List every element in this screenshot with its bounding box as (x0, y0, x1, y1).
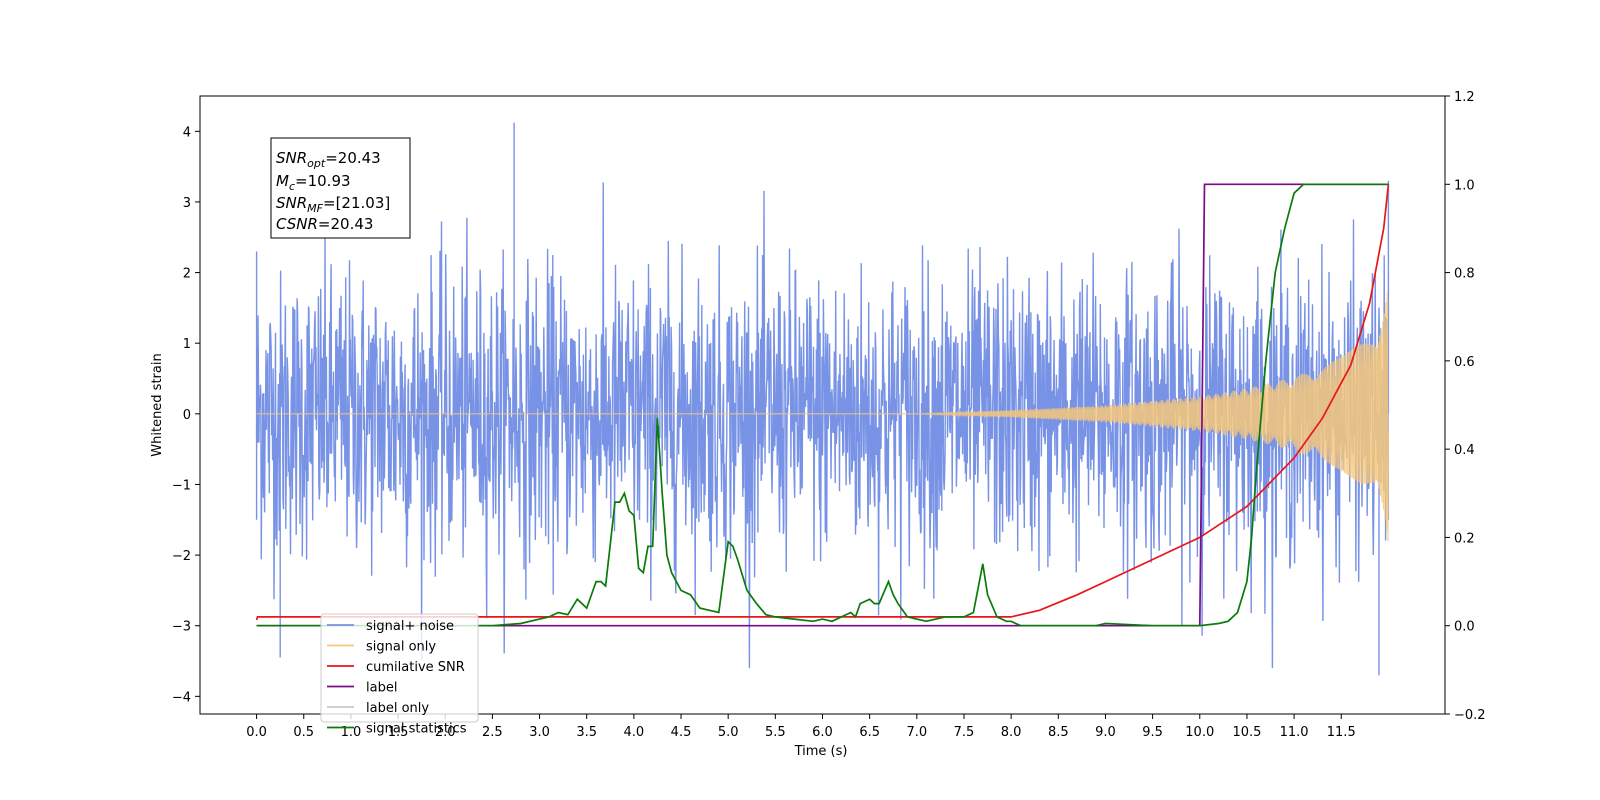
y-tick-label-right: 0.6 (1454, 355, 1475, 370)
y-tick-label-right: 0.8 (1454, 267, 1475, 282)
x-tick-label: 6.5 (859, 725, 880, 740)
x-tick-label: 11.0 (1280, 725, 1309, 740)
y-tick-label-right: 0.2 (1454, 531, 1475, 546)
x-tick-label: 1.5 (388, 725, 409, 740)
y-tick-label-left: 2 (183, 267, 191, 282)
x-tick-label: 7.5 (954, 725, 975, 740)
legend-label: label only (366, 701, 429, 716)
legend-label: signal only (366, 640, 436, 655)
svg-text:SNRMF=[21.03]: SNRMF=[21.03] (276, 194, 390, 215)
series-signal-statistics (256, 183, 1389, 627)
x-tick-label: 4.5 (671, 725, 692, 740)
series-layer (255, 122, 1390, 676)
y-axis-label-left: Whitened strain (150, 353, 165, 456)
series-cumilative-snr (255, 184, 1390, 621)
x-tick-label: 10.0 (1185, 725, 1214, 740)
y-tick-label-left: −2 (172, 549, 191, 564)
series-label (256, 183, 1389, 627)
series-signal-noise-extremes (255, 122, 1390, 676)
x-tick-label: 2.0 (435, 725, 456, 740)
x-tick-label: 8.0 (1001, 725, 1022, 740)
y-tick-label-right: 1.0 (1454, 178, 1475, 193)
x-tick-label: 6.0 (812, 725, 833, 740)
x-tick-label: 9.0 (1095, 725, 1116, 740)
x-tick-label: 2.5 (482, 725, 503, 740)
x-tick-label: 10.5 (1232, 725, 1261, 740)
x-tick-label: 0.0 (246, 725, 267, 740)
y-axis-right: 1.2 1.0 0.8 0.6 0.4 0.2 0.0 −0.2 (1445, 90, 1486, 723)
y-tick-label-left: −4 (172, 690, 191, 705)
annotation-box: SNRopt=20.43 Mc=10.93 SNRMF=[21.03] CSNR… (270, 137, 411, 239)
series-signal-noise (255, 182, 1390, 669)
x-tick-label: 9.5 (1142, 725, 1163, 740)
y-axis-left: 4 3 2 1 0 −1 −2 −3 −4 (172, 125, 200, 705)
x-tick-label: 5.5 (765, 725, 786, 740)
y-tick-label-left: 3 (183, 196, 191, 211)
y-tick-label-right: 1.2 (1454, 90, 1475, 105)
x-axis: 0.0 0.5 1.0 1.5 2.0 2.5 3.0 3.5 4.0 4.5 5.0 5.5 6.0 6… (246, 714, 1356, 740)
x-tick-label: 7.0 (906, 725, 927, 740)
x-tick-label: 3.0 (529, 725, 550, 740)
x-tick-label: 4.0 (624, 725, 645, 740)
legend-label: label (366, 681, 397, 696)
svg-text:CSNR=20.43: CSNR=20.43 (276, 215, 373, 233)
legend: signal+ noise signal only cumilative SNR la… (320, 613, 479, 737)
y-tick-label-right: −0.2 (1454, 708, 1486, 723)
svg-text:Mc=10.93: Mc=10.93 (276, 172, 351, 193)
svg-text:SNRopt=20.43: SNRopt=20.43 (276, 149, 381, 170)
x-tick-label: 11.5 (1327, 725, 1356, 740)
legend-label: cumilative SNR (366, 660, 465, 675)
series-signal-only (256, 291, 1389, 541)
y-tick-label-left: 4 (183, 125, 191, 140)
y-tick-label-left: −1 (172, 478, 191, 493)
x-tick-label: 5.0 (718, 725, 739, 740)
y-tick-label-left: 0 (183, 408, 191, 423)
y-tick-label-left: −3 (172, 620, 191, 635)
y-tick-label-right: 0.4 (1454, 443, 1475, 458)
x-tick-label: 3.5 (576, 725, 597, 740)
x-tick-label: 8.5 (1048, 725, 1069, 740)
y-tick-label-right: 0.0 (1454, 620, 1475, 635)
legend-label: signal statistics (366, 722, 467, 737)
x-axis-label: Time (s) (794, 744, 848, 759)
y-tick-label-left: 1 (183, 337, 191, 352)
legend-label: signal+ noise (366, 619, 454, 634)
x-tick-label: 1.0 (341, 725, 362, 740)
x-tick-label: 0.5 (293, 725, 314, 740)
